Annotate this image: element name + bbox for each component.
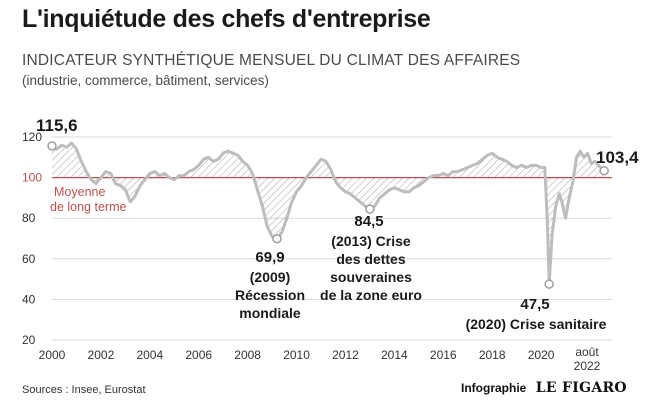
- annotation-marker: [47, 141, 57, 151]
- chart-subtitle: INDICATEUR SYNTHÉTIQUE MENSUEL DU CLIMAT…: [22, 52, 521, 69]
- x-tick-label: 2016: [430, 348, 457, 362]
- grid-layer: 20 40 60 80 120 2000 2002 2004 2006 2008 2010 2012 2…: [22, 130, 612, 373]
- x-tick-label: 2010: [283, 348, 310, 362]
- credit: Infographie LE FIGARO: [461, 380, 627, 396]
- y-tick-label: 80: [22, 211, 36, 225]
- x-tick-label-last-month: août: [575, 345, 599, 359]
- annotation-text: des dettes: [336, 251, 405, 267]
- annotation-marker: [544, 279, 554, 289]
- annotation-layer: 115,6 103,4 69,9 (2009) Récession mondiale 84,…: [36, 116, 639, 332]
- annotation-text: (2013) Crise: [331, 233, 411, 249]
- series-layer: [50, 141, 606, 286]
- y-tick-label: 40: [22, 292, 36, 306]
- annotation-text: souveraines: [330, 269, 412, 285]
- credit-brand-logo: LE FIGARO: [535, 380, 627, 396]
- series-line: [50, 141, 606, 286]
- x-tick-label: 2006: [185, 348, 212, 362]
- chart-subtitle-detail: (industrie, commerce, bâtiment, services…: [22, 73, 269, 88]
- y-tick-label: 120: [22, 130, 42, 144]
- x-tick-label: 2014: [381, 348, 408, 362]
- y-tick-label: 60: [22, 252, 36, 266]
- annotation-marker: [599, 165, 609, 176]
- y-tick-label: 20: [22, 333, 36, 347]
- annotation-value: 84,5: [354, 213, 383, 230]
- annotation-text: de la zone euro: [320, 287, 422, 303]
- chart-title: L'inquiétude des chefs d'entreprise: [22, 5, 431, 33]
- x-tick-label: 2000: [39, 348, 66, 362]
- x-tick-label: 2008: [234, 348, 261, 362]
- reference-label: de long terme: [50, 200, 126, 214]
- annotation-marker: [365, 204, 375, 214]
- credit-label: Infographie: [461, 381, 527, 395]
- x-tick-label: 2018: [479, 348, 506, 362]
- annotation-text: Récession: [235, 287, 305, 303]
- y-tick-label-reference: 100: [22, 171, 42, 185]
- reference-label: Moyenne: [54, 185, 105, 199]
- source-note: Sources : Insee, Eurostat: [22, 384, 146, 396]
- annotation-text: (2020) Crise sanitaire: [466, 316, 607, 332]
- x-tick-label: 2020: [528, 348, 555, 362]
- x-tick-label: 2004: [136, 348, 163, 362]
- annotation-value: 47,5: [520, 296, 549, 313]
- annotation-value: 69,9: [255, 249, 284, 266]
- x-tick-label-last-year: 2022: [574, 359, 601, 373]
- annotation-text: (2009): [250, 269, 290, 285]
- annotation-value: 103,4: [596, 148, 639, 167]
- x-tick-label: 2012: [332, 348, 359, 362]
- x-tick-label: 2002: [88, 348, 115, 362]
- annotation-text: mondiale: [239, 305, 301, 321]
- annotation-value: 115,6: [36, 116, 78, 135]
- annotation-marker: [272, 233, 282, 244]
